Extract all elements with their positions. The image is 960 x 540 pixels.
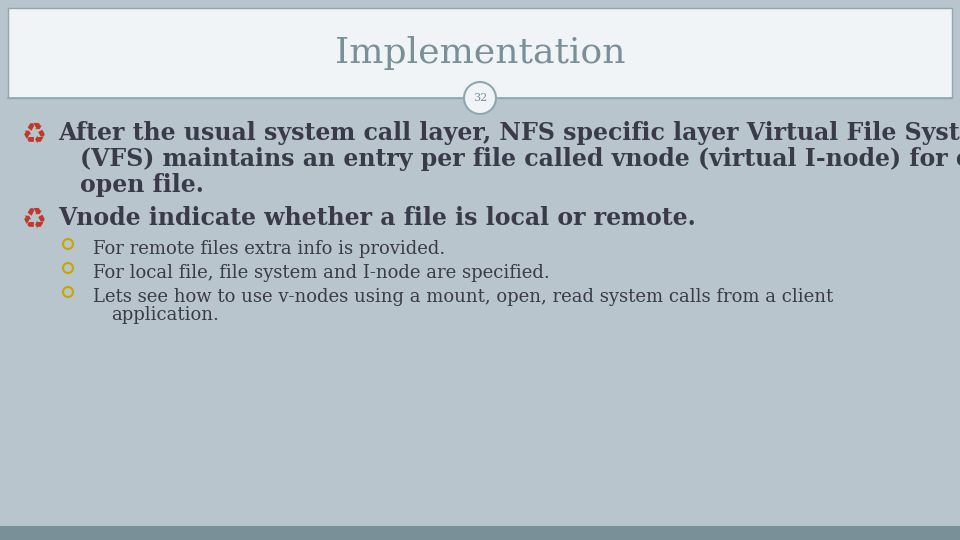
Text: After the usual system call layer, NFS specific layer Virtual File System: After the usual system call layer, NFS s… bbox=[58, 121, 960, 145]
Text: 32: 32 bbox=[473, 93, 487, 103]
FancyBboxPatch shape bbox=[8, 8, 952, 98]
Text: ♻: ♻ bbox=[22, 206, 47, 234]
Text: For local file, file system and I-node are specified.: For local file, file system and I-node a… bbox=[93, 264, 550, 282]
Text: Lets see how to use v-nodes using a mount, open, read system calls from a client: Lets see how to use v-nodes using a moun… bbox=[93, 288, 833, 306]
Circle shape bbox=[464, 82, 496, 114]
Text: (VFS) maintains an entry per file called vnode (virtual I-node) for every: (VFS) maintains an entry per file called… bbox=[80, 147, 960, 171]
Text: ♻: ♻ bbox=[22, 121, 47, 149]
Text: application.: application. bbox=[111, 306, 219, 324]
FancyBboxPatch shape bbox=[0, 526, 960, 540]
Text: For remote files extra info is provided.: For remote files extra info is provided. bbox=[93, 240, 445, 258]
Text: Implementation: Implementation bbox=[335, 36, 625, 70]
Text: Vnode indicate whether a file is local or remote.: Vnode indicate whether a file is local o… bbox=[58, 206, 696, 230]
Text: open file.: open file. bbox=[80, 173, 204, 197]
